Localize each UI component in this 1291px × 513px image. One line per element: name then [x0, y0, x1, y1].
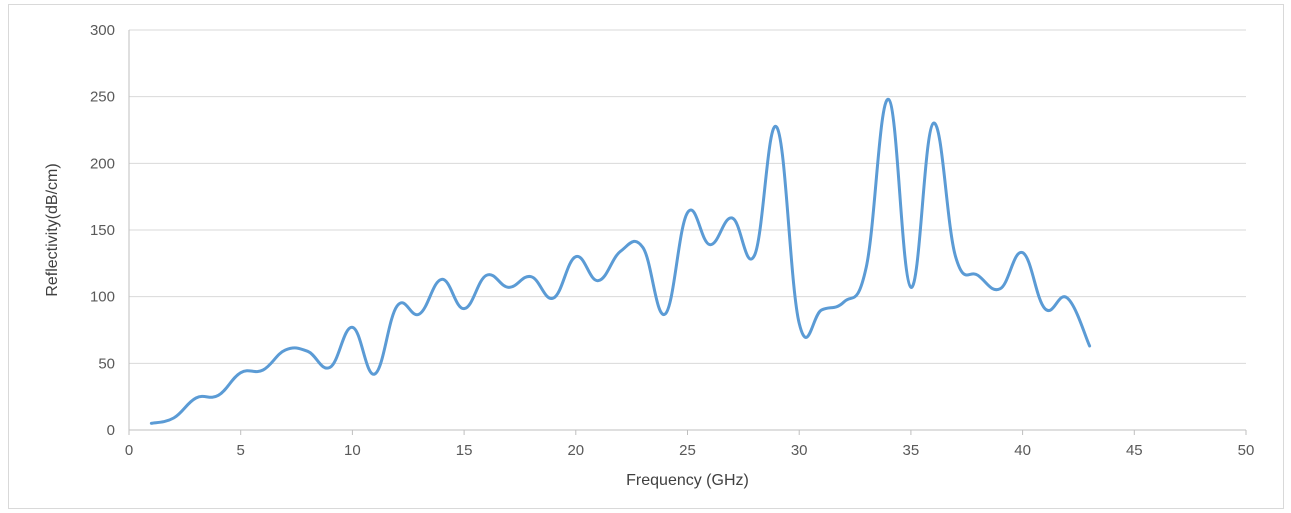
series — [149, 97, 1092, 425]
x-tick-label: 0 — [125, 442, 133, 459]
x-tick-label: 5 — [237, 442, 245, 459]
chart-frame: 0 50 100 150 200 250 300 0 5 10 15 20 25 30 35 40 45 50 F… — [8, 4, 1284, 509]
x-tick-label: 35 — [903, 442, 920, 459]
y-tick-label: 100 — [90, 289, 115, 306]
x-tick-label: 25 — [679, 442, 696, 459]
y-tick-label: 0 — [107, 422, 115, 439]
y-tick-label: 200 — [90, 155, 115, 172]
x-axis-title: Frequency (GHz) — [626, 472, 749, 489]
x-tick-label: 10 — [344, 442, 361, 459]
line-chart: 0 50 100 150 200 250 300 0 5 10 15 20 25 30 35 40 45 50 F… — [44, 22, 1254, 489]
x-tick-label: 30 — [791, 442, 808, 459]
gridlines — [129, 29, 1246, 364]
tick-labels: 0 50 100 150 200 250 300 0 5 10 15 20 25 30 35 40 45 50 — [90, 22, 1254, 459]
x-tick-label: 45 — [1126, 442, 1143, 459]
y-tick-label: 250 — [90, 89, 115, 106]
x-tick-label: 20 — [567, 442, 584, 459]
axes — [128, 30, 1247, 435]
x-tick-label: 40 — [1014, 442, 1031, 459]
x-tick-label: 15 — [456, 442, 473, 459]
y-tick-label: 150 — [90, 222, 115, 239]
series-line — [149, 97, 1092, 425]
x-tick-label: 50 — [1238, 442, 1255, 459]
y-tick-label: 300 — [90, 22, 115, 39]
y-tick-label: 50 — [98, 355, 115, 372]
y-axis-title: Reflectivity(dB/cm) — [44, 163, 61, 296]
